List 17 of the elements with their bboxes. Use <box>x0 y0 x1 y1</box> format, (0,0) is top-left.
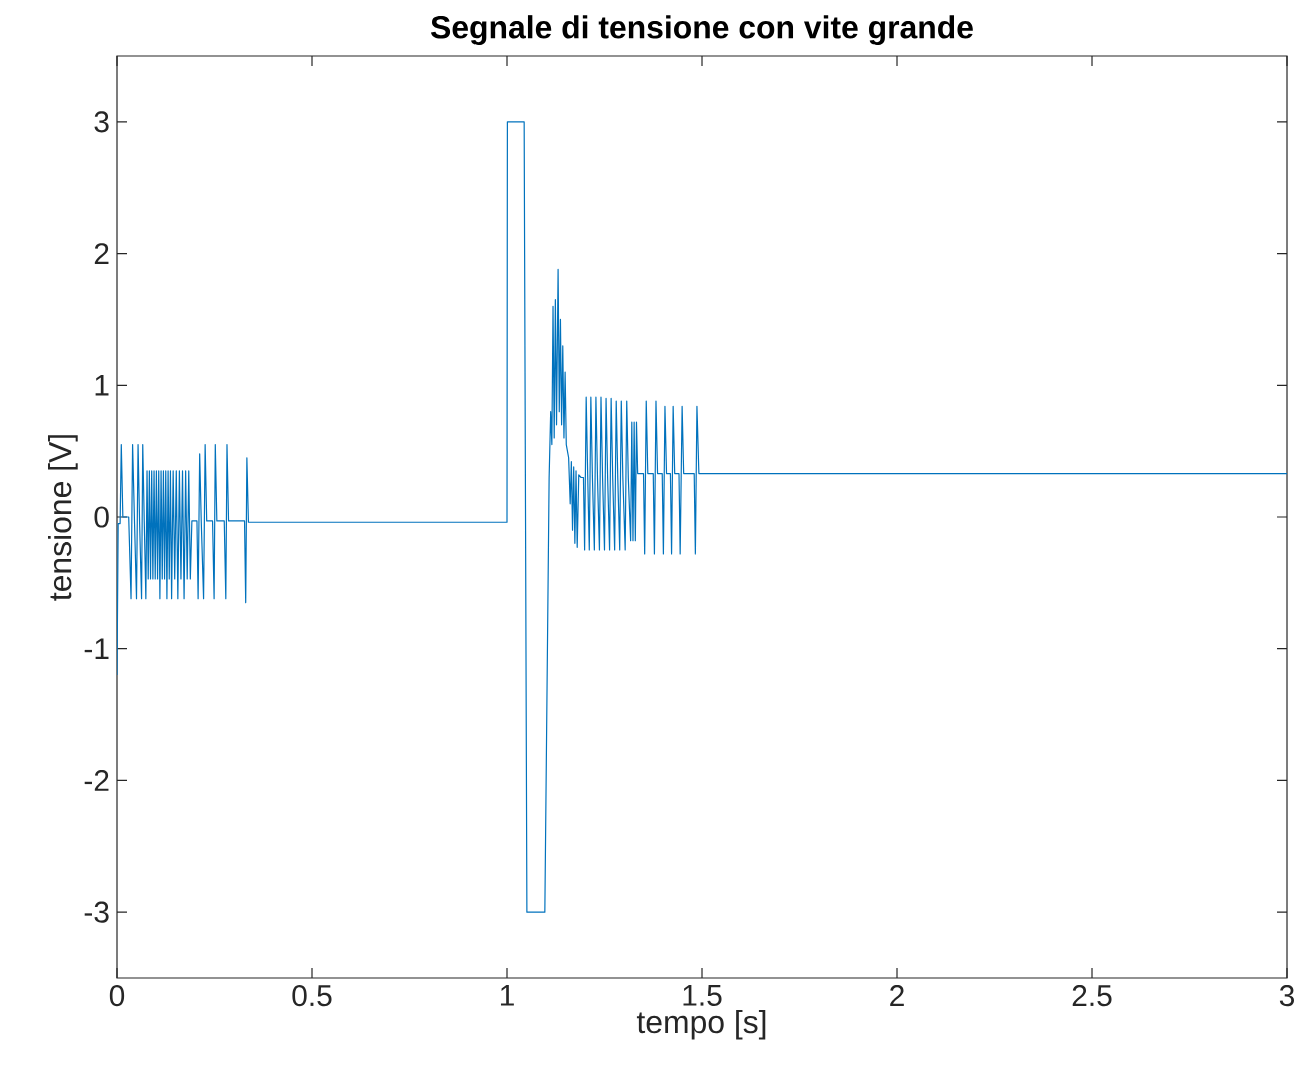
y-tick-label: 0 <box>94 506 109 528</box>
x-tick-label: 1.5 <box>683 985 722 1006</box>
x-tick-label: 1 <box>500 985 514 1006</box>
x-tick-label: 2.5 <box>1072 985 1112 1007</box>
y-tick-label: -3 <box>84 901 109 923</box>
x-tick-label: 0.5 <box>292 985 332 1007</box>
x-tick-label: 3 <box>1279 985 1295 1007</box>
y-tick-label: 3 <box>94 111 109 133</box>
x-tick-label: 2 <box>890 985 904 1006</box>
y-axis-title: tensione [V] <box>48 435 78 601</box>
y-tick-label: -1 <box>84 638 109 659</box>
x-tick-label: 0 <box>109 985 125 1007</box>
y-tick-label: -2 <box>84 769 109 791</box>
y-tick-label: 2 <box>94 243 109 265</box>
y-tick-label: 1 <box>95 375 109 396</box>
x-axis-title: tempo [s] <box>636 1009 766 1040</box>
chart-title: Segnale di tensione con vite grande <box>430 15 973 46</box>
